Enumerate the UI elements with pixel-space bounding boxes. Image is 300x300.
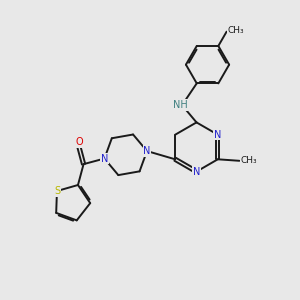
Text: NH: NH <box>172 100 187 110</box>
Text: N: N <box>101 154 108 164</box>
Text: O: O <box>75 137 83 147</box>
Text: N: N <box>214 130 221 140</box>
Text: CH₃: CH₃ <box>241 156 257 165</box>
Text: N: N <box>143 146 151 156</box>
Text: CH₃: CH₃ <box>227 26 244 35</box>
Text: S: S <box>54 186 60 196</box>
Text: N: N <box>193 167 200 177</box>
